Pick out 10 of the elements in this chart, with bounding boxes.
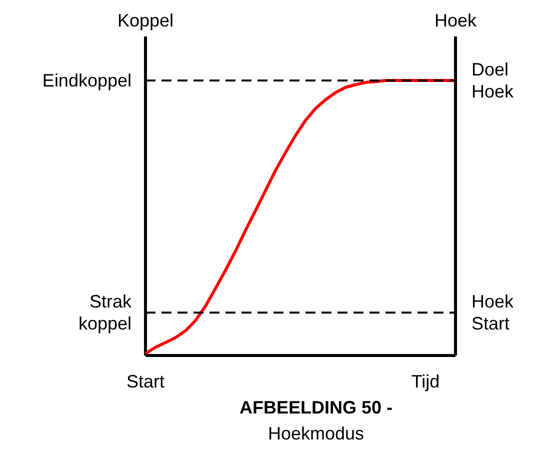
ref-line-label: Strak koppel xyxy=(78,292,132,334)
text: Start xyxy=(126,372,165,392)
text: Hoekmodus xyxy=(268,424,364,444)
text: Hoek Start xyxy=(472,292,515,334)
text: AFBEELDING 50 - xyxy=(239,398,393,418)
y2-axis-title: Hoek xyxy=(434,10,478,30)
y-axis-title: Koppel xyxy=(117,10,174,30)
x-axis-title: Tijd xyxy=(411,372,440,392)
ref-line-label: Eindkoppel xyxy=(42,70,132,90)
text: Doel Hoek xyxy=(472,60,515,102)
